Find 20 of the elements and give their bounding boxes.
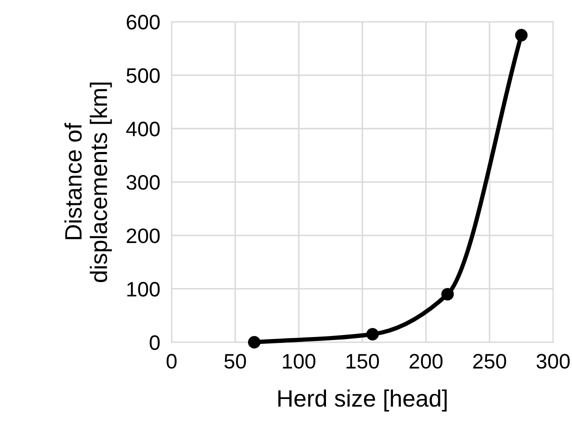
x-tick-label: 50 xyxy=(224,354,246,369)
y-tick-label: 100 xyxy=(127,282,160,297)
point xyxy=(515,28,528,42)
y-tick-label: 400 xyxy=(126,122,160,136)
y-tick-label: 200 xyxy=(126,228,160,244)
point xyxy=(248,336,261,349)
y-tick-label: 500 xyxy=(126,68,160,83)
y-tick-label: 300 xyxy=(126,175,160,190)
point xyxy=(366,328,379,340)
x-tick-label: 100 xyxy=(282,354,316,369)
x-tick-label: 0 xyxy=(166,354,177,369)
x-axis-title: Herd size [head] xyxy=(278,389,447,412)
point xyxy=(441,288,454,300)
y-axis-title: Distance of displacements [km] xyxy=(64,82,112,282)
y-tick-label: 0 xyxy=(150,335,160,350)
x-tick-label: 300 xyxy=(536,354,570,369)
x-tick-label: 250 xyxy=(473,354,506,369)
x-tick-label: 150 xyxy=(346,354,379,369)
x-tick-label: 200 xyxy=(410,354,443,369)
y-tick-label: 600 xyxy=(126,14,160,30)
